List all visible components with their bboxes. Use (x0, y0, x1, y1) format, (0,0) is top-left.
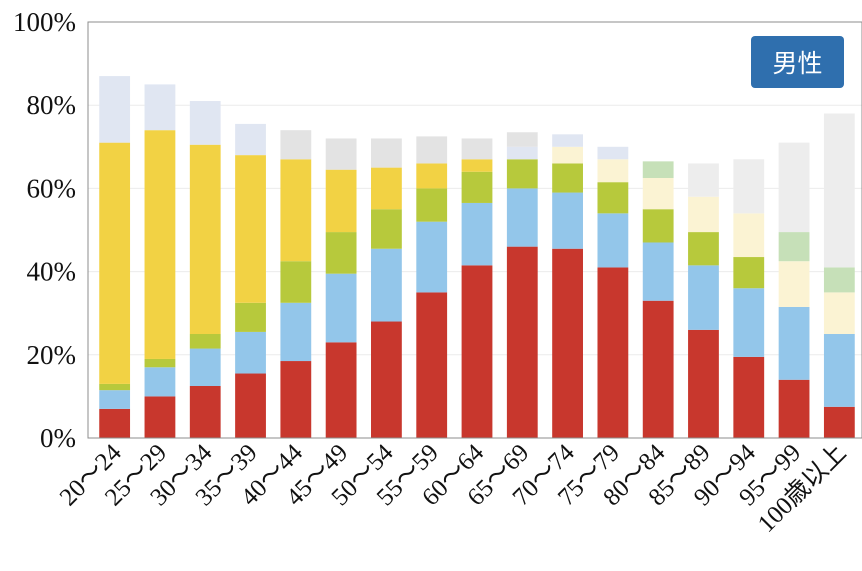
y-tick-label: 100% (13, 7, 76, 37)
bar-segment (280, 159, 312, 262)
bar-segment (733, 356, 765, 438)
bar-segment (733, 257, 765, 289)
bar-segment (688, 196, 719, 233)
bar-segment (688, 265, 719, 330)
bar-segment (99, 142, 131, 384)
bar-segment (461, 138, 493, 160)
bar-segment (189, 334, 221, 349)
bar-segment (416, 221, 448, 293)
bar-segment (144, 358, 176, 368)
bar-segment (778, 379, 810, 438)
bar-segment (235, 373, 266, 438)
bar-segment (506, 159, 538, 189)
bar-segment (99, 408, 131, 438)
bar-segment (371, 321, 402, 438)
bar-segment (552, 163, 583, 193)
gender-badge-label: 男性 (772, 49, 822, 78)
bar-segment (416, 163, 448, 189)
bar-segment (325, 138, 357, 170)
bar-segment (99, 390, 131, 409)
bar-segment (461, 265, 493, 438)
bar-segment (642, 209, 674, 243)
bar-segment (325, 273, 357, 343)
bar-segment (144, 84, 176, 131)
bar-segment (823, 406, 855, 438)
bar-segment (552, 134, 583, 147)
bar-segment (552, 192, 583, 249)
bar-segment (371, 248, 402, 322)
bar-segment (778, 232, 810, 262)
bar-segment (99, 383, 131, 391)
bar-segment (642, 242, 674, 301)
bar-segment (280, 361, 312, 438)
bar-segment (416, 188, 448, 222)
bar-segment (823, 267, 855, 293)
bar-segment (280, 302, 312, 362)
y-axis-ticks: 0% 20% 40% 60% 80% 100% (13, 7, 76, 453)
bar-segment (823, 292, 855, 334)
y-tick-label: 80% (27, 90, 77, 120)
bar-segment (823, 334, 855, 407)
bar-segment (99, 76, 131, 143)
bar-segment (235, 302, 266, 332)
bar-segment (552, 146, 583, 164)
bar-segment (189, 144, 221, 334)
bar-segment (778, 261, 810, 307)
bar-segment (506, 132, 538, 147)
bar-segment (235, 331, 266, 374)
bar-segment (144, 367, 176, 397)
bar-segment (416, 292, 448, 438)
gender-badge: 男性 (751, 36, 844, 88)
bar-segment (371, 138, 402, 168)
bar-segment (688, 232, 719, 266)
bar-segment (235, 155, 266, 303)
bar-segment (506, 188, 538, 247)
bar-segment (597, 267, 629, 438)
bar-segment (416, 136, 448, 164)
bar-segment (280, 130, 312, 160)
bar-segment (325, 169, 357, 233)
bar-segment (189, 101, 221, 145)
bar-segment (778, 306, 810, 380)
bar-segment (597, 182, 629, 214)
bar-segment (642, 178, 674, 210)
bar-segment (371, 167, 402, 210)
bar-segment (778, 142, 810, 233)
y-tick-label: 0% (40, 423, 76, 453)
bar-segment (733, 159, 765, 214)
bar-segment (189, 386, 221, 438)
bar-segment (823, 113, 855, 268)
bar-segment (189, 348, 221, 386)
y-tick-label: 20% (27, 340, 77, 370)
y-tick-label: 40% (27, 257, 77, 287)
bar-segment (461, 159, 493, 172)
bar-segment (597, 146, 629, 160)
bar-segment (506, 146, 538, 160)
bar-segment (597, 213, 629, 268)
bar-segment (325, 342, 357, 438)
y-tick-label: 60% (27, 173, 77, 203)
plot-frame (87, 21, 862, 439)
bar-segment (280, 261, 312, 303)
bar-segment (371, 209, 402, 249)
bar-segment (688, 329, 719, 438)
bar-segment (688, 163, 719, 197)
bar-segment (144, 130, 176, 359)
bar-segment (325, 232, 357, 274)
bar-segment (642, 161, 674, 178)
gender-badge-background (751, 36, 844, 88)
bar-segment (506, 246, 538, 438)
bar-segment (642, 300, 674, 438)
x-axis-ticks: 20～2425～2930～3435～3940～4445～4950～5455～59… (55, 438, 852, 537)
bar-segment (597, 159, 629, 183)
bar-segment (461, 171, 493, 203)
bar-segment (552, 248, 583, 438)
bars (99, 76, 855, 438)
bar-segment (144, 396, 176, 438)
bar-segment (461, 202, 493, 266)
bar-segment (733, 213, 765, 258)
bar-segment (733, 288, 765, 357)
bar-segment (235, 123, 266, 156)
